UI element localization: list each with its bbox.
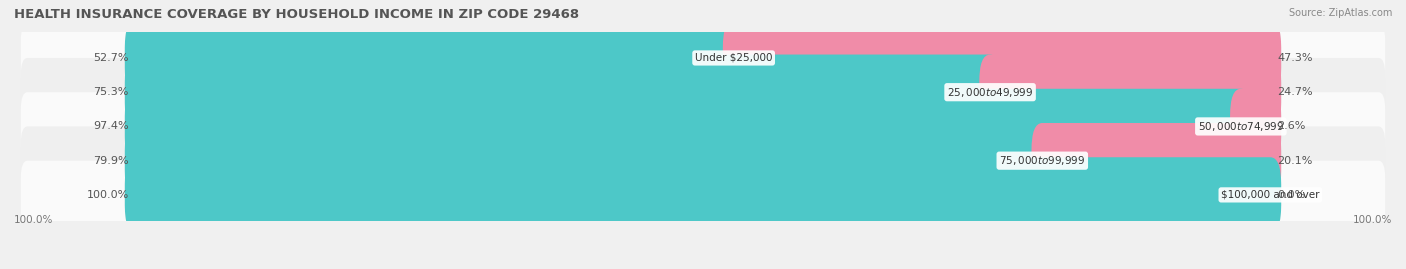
Text: $25,000 to $49,999: $25,000 to $49,999 xyxy=(946,86,1033,99)
FancyBboxPatch shape xyxy=(979,55,1281,130)
Text: $100,000 and over: $100,000 and over xyxy=(1222,190,1320,200)
Text: 79.9%: 79.9% xyxy=(93,156,129,166)
Text: 52.7%: 52.7% xyxy=(93,53,129,63)
FancyBboxPatch shape xyxy=(125,89,1251,164)
FancyBboxPatch shape xyxy=(1032,123,1281,198)
Text: 24.7%: 24.7% xyxy=(1277,87,1313,97)
Text: $75,000 to $99,999: $75,000 to $99,999 xyxy=(1000,154,1085,167)
Text: Under $25,000: Under $25,000 xyxy=(695,53,772,63)
Text: Source: ZipAtlas.com: Source: ZipAtlas.com xyxy=(1288,8,1392,18)
FancyBboxPatch shape xyxy=(125,55,1001,130)
FancyBboxPatch shape xyxy=(21,92,1385,161)
FancyBboxPatch shape xyxy=(125,123,1281,198)
FancyBboxPatch shape xyxy=(21,126,1385,195)
FancyBboxPatch shape xyxy=(125,157,1281,233)
Text: 75.3%: 75.3% xyxy=(94,87,129,97)
Text: 20.1%: 20.1% xyxy=(1277,156,1312,166)
FancyBboxPatch shape xyxy=(21,161,1385,229)
FancyBboxPatch shape xyxy=(125,123,1053,198)
Text: HEALTH INSURANCE COVERAGE BY HOUSEHOLD INCOME IN ZIP CODE 29468: HEALTH INSURANCE COVERAGE BY HOUSEHOLD I… xyxy=(14,8,579,21)
Text: 100.0%: 100.0% xyxy=(1353,215,1392,225)
FancyBboxPatch shape xyxy=(1230,89,1281,164)
Text: $50,000 to $74,999: $50,000 to $74,999 xyxy=(1198,120,1284,133)
FancyBboxPatch shape xyxy=(21,58,1385,126)
FancyBboxPatch shape xyxy=(125,20,1281,95)
Text: 97.4%: 97.4% xyxy=(93,121,129,132)
FancyBboxPatch shape xyxy=(125,89,1281,164)
FancyBboxPatch shape xyxy=(125,157,1281,233)
Text: 100.0%: 100.0% xyxy=(87,190,129,200)
FancyBboxPatch shape xyxy=(723,20,1281,95)
FancyBboxPatch shape xyxy=(125,55,1281,130)
FancyBboxPatch shape xyxy=(21,24,1385,92)
Text: 47.3%: 47.3% xyxy=(1277,53,1313,63)
Text: 0.0%: 0.0% xyxy=(1277,190,1305,200)
FancyBboxPatch shape xyxy=(125,20,744,95)
Text: 100.0%: 100.0% xyxy=(14,215,53,225)
Text: 2.6%: 2.6% xyxy=(1277,121,1306,132)
